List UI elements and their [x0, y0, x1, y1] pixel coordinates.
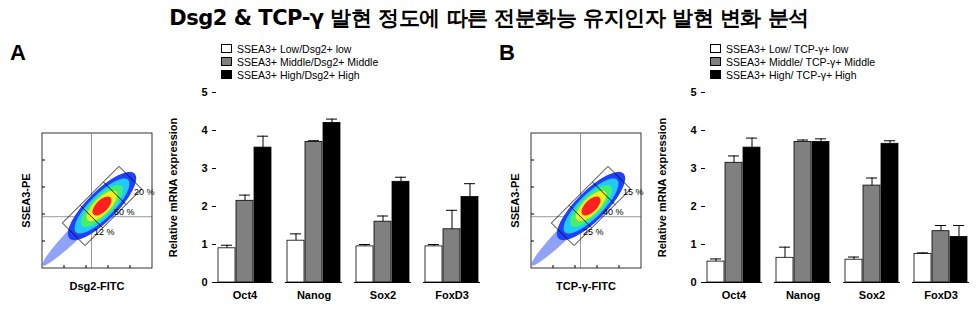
svg-text:B: B [499, 40, 515, 65]
html-text:SSEA3+ Low/ TCP-γ+ low: SSEA3+ Low/ TCP-γ+ low [726, 42, 849, 55]
svg-text:Dsg2-FITC: Dsg2-FITC [70, 280, 125, 292]
html-text:SSEA3+ Middle/Dsg2+ Middle: SSEA3+ Middle/Dsg2+ Middle [237, 55, 379, 68]
svg-text:50 %: 50 % [114, 207, 135, 217]
svg-text:15 %: 15 % [623, 187, 644, 197]
html-text:SSEA3+ High/ TCP-γ+ High: SSEA3+ High/ TCP-γ+ High [726, 68, 857, 81]
svg-text:SSEA3-PE: SSEA3-PE [509, 173, 521, 227]
svg-text:4: 4 [690, 124, 697, 136]
svg-text:5: 5 [201, 86, 207, 98]
svg-text:FoxD3: FoxD3 [924, 289, 958, 301]
svg-text:Nanog: Nanog [297, 289, 331, 301]
html-text:SSEA3+ Middle/ TCP-γ+ Middle: SSEA3+ Middle/ TCP-γ+ Middle [726, 55, 876, 68]
svg-text:40 %: 40 % [603, 207, 624, 217]
svg-text:A: A [10, 40, 26, 65]
svg-text:1: 1 [690, 238, 696, 250]
svg-text:FoxD3: FoxD3 [435, 289, 469, 301]
svg-text:3: 3 [201, 162, 207, 174]
svg-text:4: 4 [201, 124, 208, 136]
svg-text:Nanog: Nanog [786, 289, 820, 301]
svg-text:20 %: 20 % [134, 187, 155, 197]
svg-text:5: 5 [690, 86, 696, 98]
html-text:SSEA3+ High/Dsg2+ High: SSEA3+ High/Dsg2+ High [237, 68, 360, 81]
svg-text:Relative mRNA expression: Relative mRNA expression [167, 117, 179, 257]
svg-text:SSEA3-PE: SSEA3-PE [20, 173, 32, 227]
svg-text:2: 2 [690, 200, 696, 212]
svg-text:3: 3 [690, 162, 696, 174]
svg-text:Oct4: Oct4 [233, 289, 258, 301]
svg-text:TCP-γ-FITC: TCP-γ-FITC [556, 280, 616, 292]
svg-text:Sox2: Sox2 [370, 289, 396, 301]
svg-text:1: 1 [201, 238, 207, 250]
svg-text:Sox2: Sox2 [859, 289, 885, 301]
svg-text:0: 0 [201, 276, 207, 288]
svg-text:2: 2 [201, 200, 207, 212]
svg-text:25 %: 25 % [583, 227, 604, 237]
html-text:SSEA3+ Low/Dsg2+ low: SSEA3+ Low/Dsg2+ low [237, 42, 352, 55]
svg-text:0: 0 [690, 276, 696, 288]
html-text:Dsg2 & TCP-γ 발현 정도에 따른 전분화능 유지: Dsg2 & TCP-γ 발현 정도에 따른 전분화능 유지인자 발현 변화 분… [169, 6, 809, 30]
svg-text:Oct4: Oct4 [722, 289, 747, 301]
svg-text:12 %: 12 % [94, 227, 115, 237]
svg-text:Relative mRNA expression: Relative mRNA expression [656, 117, 668, 257]
